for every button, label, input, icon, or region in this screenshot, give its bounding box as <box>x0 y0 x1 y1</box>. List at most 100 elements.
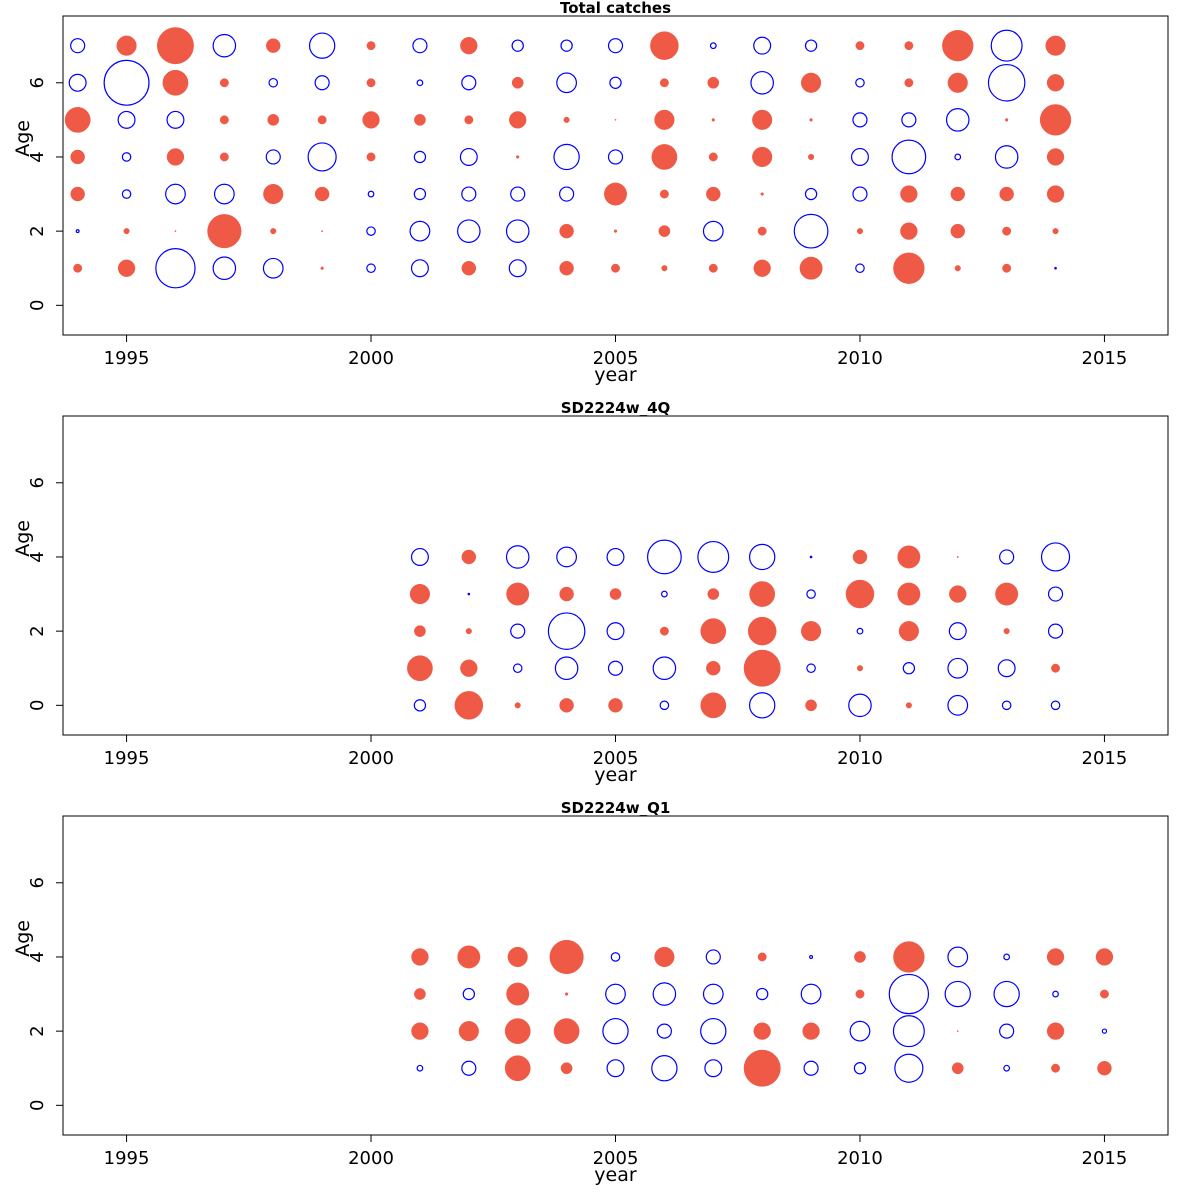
bubble-negative <box>416 1064 424 1072</box>
bubble-positive <box>314 186 330 202</box>
bubble-negative <box>459 147 478 166</box>
plot-frame <box>62 415 1169 736</box>
bubble-negative <box>510 186 526 202</box>
bubble-positive <box>454 691 484 720</box>
bubble-positive <box>166 148 185 166</box>
plot-frame <box>62 15 1169 336</box>
bubble-negative <box>410 259 429 278</box>
x-tick-label: 1995 <box>104 748 150 769</box>
bubble-negative <box>748 692 776 719</box>
bubble-negative <box>954 153 962 161</box>
bubble-negative <box>121 152 132 162</box>
bubble-negative <box>559 186 575 202</box>
bubble-positive <box>162 69 189 96</box>
bubble-positive <box>845 579 875 609</box>
bubble-positive <box>801 72 822 93</box>
bubble-negative <box>607 38 624 54</box>
bubble-positive <box>317 115 327 125</box>
bubble-positive <box>743 649 781 687</box>
x-tick-label: 2000 <box>348 1148 394 1169</box>
bubble-negative <box>510 623 526 639</box>
x-axis-label: year <box>594 364 637 386</box>
bubble-negative <box>1047 623 1064 639</box>
bubble-positive <box>1005 118 1009 122</box>
bubble-negative <box>212 33 237 58</box>
bubble-positive <box>855 989 865 999</box>
bubble-negative <box>848 693 872 718</box>
bubble-positive <box>900 222 918 240</box>
bubble-negative <box>505 219 530 243</box>
bubble-positive <box>1003 628 1010 635</box>
bubble-positive <box>1045 35 1066 56</box>
bubble-negative <box>610 952 621 962</box>
bubble-positive <box>1002 226 1012 236</box>
bubble-negative <box>945 108 970 132</box>
bubble-positive <box>366 78 376 88</box>
bubble-negative <box>990 29 1023 62</box>
bubble-negative <box>894 1053 924 1083</box>
bubble-negative <box>416 79 424 87</box>
bubble-positive <box>856 228 864 235</box>
bubble-negative <box>697 540 730 573</box>
bubble-negative <box>602 1017 629 1045</box>
bubble-positive <box>321 230 324 233</box>
y-tick-label: 4 <box>27 551 48 562</box>
x-tick-label: 2015 <box>1082 348 1128 369</box>
y-tick-label: 2 <box>27 225 48 236</box>
y-tick-label: 6 <box>27 877 48 888</box>
bubble-negative <box>307 142 337 172</box>
panel-title: Total catches <box>560 0 671 17</box>
bubble-negative <box>987 63 1026 102</box>
bubble-positive <box>856 665 864 672</box>
bubble-positive <box>808 153 815 161</box>
bubble-negative <box>166 110 185 129</box>
y-tick-label: 2 <box>27 625 48 636</box>
bubble-positive <box>611 263 620 273</box>
bubble-negative <box>413 187 427 201</box>
bubble-positive <box>219 152 229 162</box>
bubble-positive <box>270 228 277 235</box>
bubble-negative <box>1040 542 1071 572</box>
panel-3: SD2224w_Q1 1995 2000 2005 2010 2015 0 2 4 6 year Ag… <box>12 799 1169 1186</box>
bubble-positive <box>805 699 817 712</box>
bubble-negative <box>413 699 427 712</box>
bubble-negative <box>560 39 573 52</box>
bubble-positive <box>757 952 767 962</box>
bubble-positive <box>263 183 284 205</box>
bubble-positive <box>1046 74 1065 92</box>
bubble-positive <box>951 1062 964 1075</box>
bubble-positive <box>650 31 679 60</box>
bubble-positive <box>760 192 764 196</box>
bubble-positive <box>659 189 669 199</box>
bubble-negative <box>461 1060 477 1076</box>
bubble-negative <box>855 77 865 88</box>
y-tick-label: 0 <box>27 1100 48 1111</box>
bubble-negative <box>505 545 530 569</box>
bubble-positive <box>1095 948 1114 966</box>
bubble-negative <box>607 660 624 676</box>
bubble-positive <box>116 35 137 56</box>
bubble-positive <box>411 948 429 966</box>
bubble-negative <box>852 186 868 202</box>
bubble-positive <box>465 628 472 635</box>
bubble-positive <box>407 655 433 682</box>
bubble-negative <box>165 183 186 205</box>
bubble-negative <box>994 145 1019 169</box>
bubble-positive <box>460 37 478 55</box>
bubble-negative <box>70 38 86 54</box>
bubble-positive <box>900 185 918 203</box>
bubble-positive <box>752 109 773 130</box>
bubble-negative <box>461 186 477 202</box>
y-axis-label: Age <box>12 520 34 557</box>
bubble-negative <box>646 539 682 575</box>
bubble-positive <box>461 549 477 565</box>
x-tick-label: 2015 <box>1082 1148 1128 1169</box>
bubble-negative <box>750 70 774 95</box>
bubble-positive <box>1052 228 1059 235</box>
bubble-negative <box>366 263 376 274</box>
bubble-negative <box>800 983 822 1005</box>
bubble-negative <box>462 987 476 1001</box>
bubble-positive <box>553 1018 580 1044</box>
bubble-negative <box>1003 1064 1011 1072</box>
